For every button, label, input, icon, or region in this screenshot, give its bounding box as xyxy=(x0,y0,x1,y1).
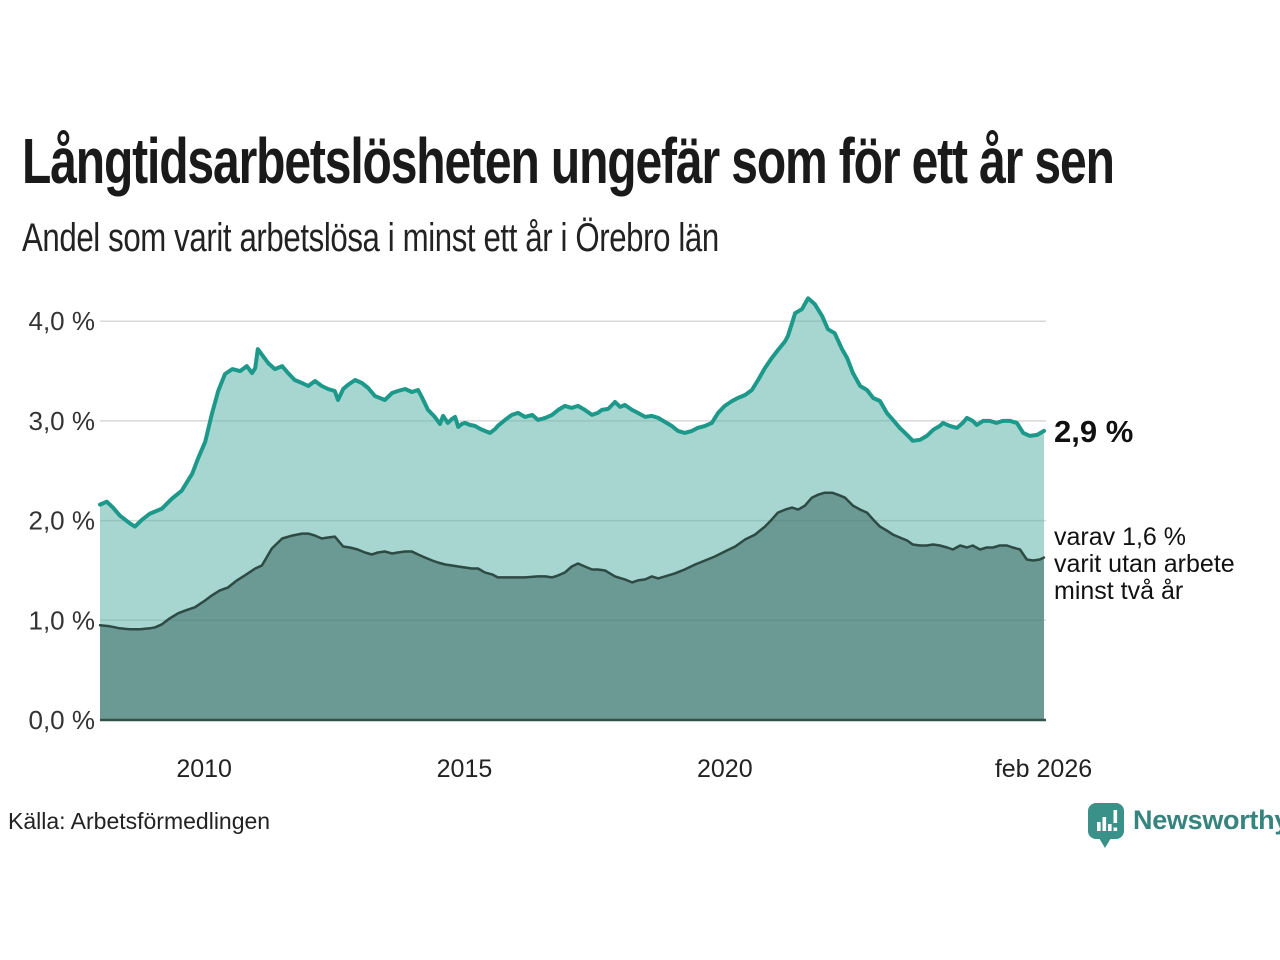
y-axis-tick-labels: 0,0 % 1,0 % 2,0 % 3,0 % 4,0 % xyxy=(29,306,96,735)
svg-text:4,0 %: 4,0 % xyxy=(29,306,96,336)
latest-value-label: 2,9 % xyxy=(1054,414,1134,449)
x-axis-tick-labels: 2010 2015 2020 feb 2026 xyxy=(176,755,1092,783)
secondary-series-annotation: varav 1,6 % varit utan arbete minst två … xyxy=(1054,523,1235,605)
source-attribution: Källa: Arbetsförmedlingen xyxy=(8,808,271,834)
svg-text:2015: 2015 xyxy=(437,755,493,783)
svg-text:2010: 2010 xyxy=(176,755,232,783)
svg-text:1,0 %: 1,0 % xyxy=(29,605,96,635)
chart-subtitle: Andel som varit arbetslösa i minst ett å… xyxy=(22,216,719,260)
chart-title: Långtidsarbetslösheten ungefär som för e… xyxy=(22,125,1115,197)
svg-text:2,0 %: 2,0 % xyxy=(29,506,96,536)
svg-text:3,0 %: 3,0 % xyxy=(29,406,96,436)
newsworthy-logo-icon xyxy=(1088,803,1124,848)
area-fill-series-2 xyxy=(100,492,1044,720)
line-series-2 xyxy=(98,491,1046,631)
newsworthy-logo: Newsworthy xyxy=(1087,802,1280,852)
svg-text:0,0 %: 0,0 % xyxy=(29,705,96,735)
newsworthy-logo-text: Newsworthy xyxy=(1133,805,1280,835)
line-series-1 xyxy=(98,296,1046,529)
svg-text:feb 2026: feb 2026 xyxy=(995,755,1092,783)
svg-text:2020: 2020 xyxy=(697,755,753,783)
